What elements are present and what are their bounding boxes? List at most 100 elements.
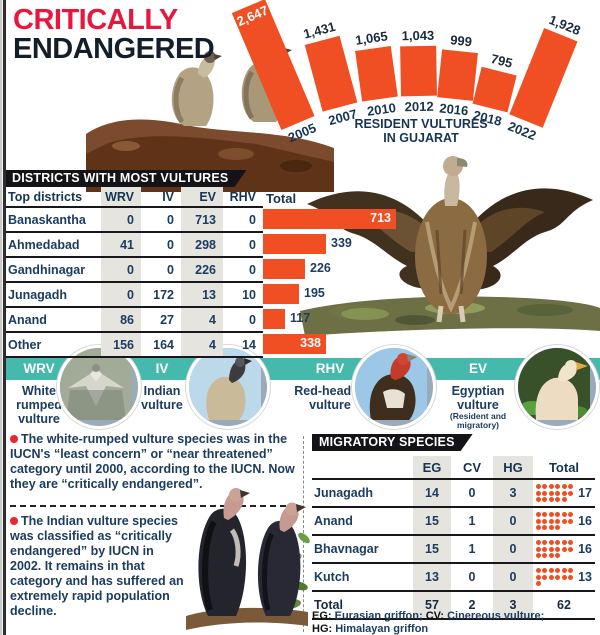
total-row-cell: 62 xyxy=(533,590,595,620)
dot xyxy=(548,484,554,489)
total-row-cell: Total xyxy=(312,590,413,620)
district-name: Junagadh xyxy=(5,282,101,308)
district-count: 172 xyxy=(141,282,181,308)
dot xyxy=(548,490,554,496)
species-name: Red-headed vulture xyxy=(294,384,366,412)
dot-grid xyxy=(535,568,574,586)
district-name: Junagadh xyxy=(312,479,413,508)
district-count: 41 xyxy=(101,232,141,258)
total-bar-value: 195 xyxy=(304,286,325,300)
total-pictograph: 16 xyxy=(534,540,594,558)
total-number: 16 xyxy=(578,542,592,556)
dot xyxy=(535,546,541,552)
table-row: Gandhinagar 0 0 226 0 xyxy=(5,257,263,283)
dot xyxy=(542,512,548,517)
district-count: 4 xyxy=(181,332,223,358)
species-count: 3 xyxy=(493,479,533,508)
dot xyxy=(542,568,548,573)
district-count: 4 xyxy=(181,307,223,333)
species-code-ev: EV xyxy=(468,361,487,376)
dot xyxy=(535,540,541,545)
total-bar-value: 338 xyxy=(300,336,321,350)
dot xyxy=(568,568,574,573)
species-name: Indian vulture xyxy=(141,384,183,412)
title-endangered: ENDANGERED xyxy=(13,33,215,65)
total-pictograph: 17 xyxy=(534,484,594,502)
total-cell: 16 xyxy=(533,535,595,564)
dot xyxy=(561,484,567,489)
district-count: 86 xyxy=(101,307,141,333)
species-count: 0 xyxy=(451,479,493,508)
dot xyxy=(535,525,541,530)
dot xyxy=(535,512,541,517)
page-title: CRITICALLY ENDANGERED xyxy=(13,6,215,65)
species-count: 15 xyxy=(413,507,451,536)
table-row: Bhavnagar 15 1 0 16 xyxy=(312,535,595,564)
total-cell: 16 xyxy=(533,507,595,536)
footnote-line: HG: Himalayan griffon xyxy=(312,622,429,635)
species-photo-wrv xyxy=(57,345,141,429)
table-row: Kutch 13 0 0 13 xyxy=(312,563,595,592)
species-note: (Resident and migratory) xyxy=(449,411,507,431)
dot xyxy=(568,490,574,496)
note-indian-vulture: The Indian vulture species was classifie… xyxy=(10,514,184,618)
dot xyxy=(542,546,548,552)
dot xyxy=(548,512,554,517)
table-row: Junagadh 14 0 3 17 xyxy=(312,479,595,508)
district-count: 156 xyxy=(101,332,141,358)
page-left-edge xyxy=(0,0,6,635)
dot xyxy=(535,484,541,489)
fan-bar xyxy=(400,45,437,97)
district-count: 0 xyxy=(141,232,181,258)
total-number: 17 xyxy=(578,486,592,500)
dot xyxy=(542,518,548,524)
dot xyxy=(561,512,567,517)
total-bar xyxy=(263,234,326,254)
species-count: 15 xyxy=(413,535,451,564)
dot xyxy=(555,512,561,517)
species-count: 1 xyxy=(451,507,493,536)
district-name: Kutch xyxy=(312,563,413,592)
column-header-ev: EV xyxy=(181,187,223,208)
fan-bar xyxy=(472,66,517,113)
district-count: 226 xyxy=(181,257,223,283)
dot xyxy=(535,497,541,502)
district-count: 298 xyxy=(181,232,223,258)
dot xyxy=(555,546,561,552)
fan-bar xyxy=(355,45,398,102)
species-count: 1 xyxy=(451,535,493,564)
district-count: 13 xyxy=(181,282,223,308)
total-bar: 713 xyxy=(263,209,396,229)
dot xyxy=(548,540,554,545)
total-bar-value: 713 xyxy=(370,211,391,225)
column-header-hg: HG xyxy=(493,456,533,480)
note-bullet xyxy=(10,435,18,443)
footnote-key: HG: xyxy=(312,622,333,635)
species-code-iv: IV xyxy=(155,361,169,376)
dot xyxy=(542,540,548,545)
table-row: Junagadh 0 172 13 10 xyxy=(5,282,263,308)
dot xyxy=(548,553,554,558)
dot xyxy=(555,518,561,524)
dot xyxy=(568,484,574,489)
note-bullet xyxy=(10,517,18,525)
total-bar xyxy=(263,284,299,304)
total-number: 16 xyxy=(578,514,592,528)
dot xyxy=(568,512,574,517)
notes-divider xyxy=(10,505,296,507)
total-number: 13 xyxy=(578,570,592,584)
dot xyxy=(535,581,541,586)
table-row: Anand 86 27 4 0 xyxy=(5,307,263,333)
species-name: White rumped vulture xyxy=(16,384,62,426)
dot xyxy=(555,525,561,530)
footnote-key: EG: xyxy=(312,610,332,622)
dot xyxy=(548,525,554,530)
dot xyxy=(561,546,567,552)
total-row-cell: 57 xyxy=(413,590,451,620)
column-header-top-districts: Top districts xyxy=(5,187,101,208)
species-photo-rhv xyxy=(352,345,436,429)
total-bar xyxy=(263,309,285,329)
district-name: Gandhinagar xyxy=(5,257,101,283)
total-bar-value: 226 xyxy=(310,261,331,275)
district-name: Anand xyxy=(312,507,413,536)
